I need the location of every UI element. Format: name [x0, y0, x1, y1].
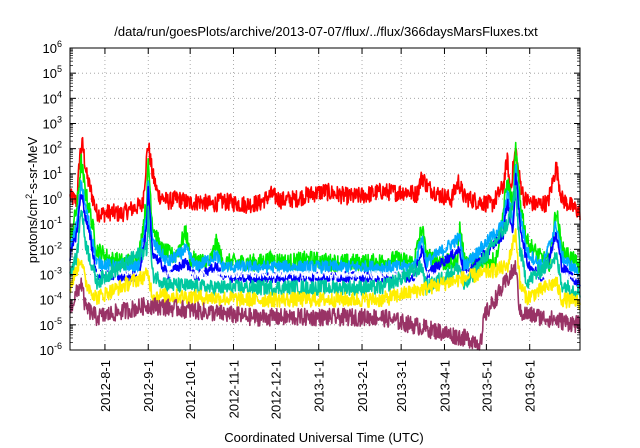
y-axis-label: protons/cm2-s-sr-MeV: [24, 136, 40, 263]
y-tick-label: 104: [43, 89, 62, 106]
x-tick-label: 2013-6-1: [523, 360, 538, 412]
y-axis: 10-6 10-5 10-4 10-3 10-2 10-1 100 101 102 103 104 1…: [40, 39, 580, 358]
x-tick-label: 2013-5-1: [479, 360, 494, 412]
x-axis-label: Coordinated Universal Time (UTC): [224, 430, 423, 445]
y-tick-label: 10-6: [40, 341, 62, 358]
x-tick-label: 2012-11-1: [226, 360, 241, 418]
y-tick-label: 10-4: [40, 291, 62, 308]
series-line: [69, 136, 581, 223]
y-tick-label: 100: [43, 190, 62, 207]
y-tick-label: 101: [43, 165, 62, 182]
series-line: [69, 185, 581, 299]
series-line: [69, 163, 581, 281]
x-tick-label: 2012-8-1: [98, 360, 113, 412]
series-group: [69, 136, 581, 351]
x-tick-label: 2013-2-1: [355, 360, 370, 412]
x-tick-label: 2012-10-1: [183, 360, 198, 419]
y-tick-label: 10-2: [40, 240, 62, 257]
y-tick-label: 10-1: [40, 215, 62, 232]
y-tick-label: 10-3: [40, 266, 62, 283]
y-tick-label: 10-5: [40, 316, 62, 333]
y-tick-label: 105: [43, 64, 62, 81]
series-line: [69, 259, 581, 351]
x-tick-label: 2013-4-1: [437, 360, 452, 412]
x-tick-label: 2013-3-1: [394, 360, 409, 412]
x-tick-label: 2013-1-1: [312, 360, 327, 412]
x-axis: 2012-8-1 2012-9-1 2012-10-1 2012-11-1 2012-1…: [98, 48, 538, 419]
y-tick-label: 103: [43, 115, 62, 132]
y-tick-label: 106: [43, 39, 62, 56]
x-tick-label: 2012-9-1: [141, 360, 156, 412]
y-tick-label: 102: [43, 140, 62, 157]
chart-title: /data/run/goesPlots/archive/2013-07-07/f…: [114, 24, 538, 39]
x-tick-label: 2012-12-1: [268, 360, 283, 419]
